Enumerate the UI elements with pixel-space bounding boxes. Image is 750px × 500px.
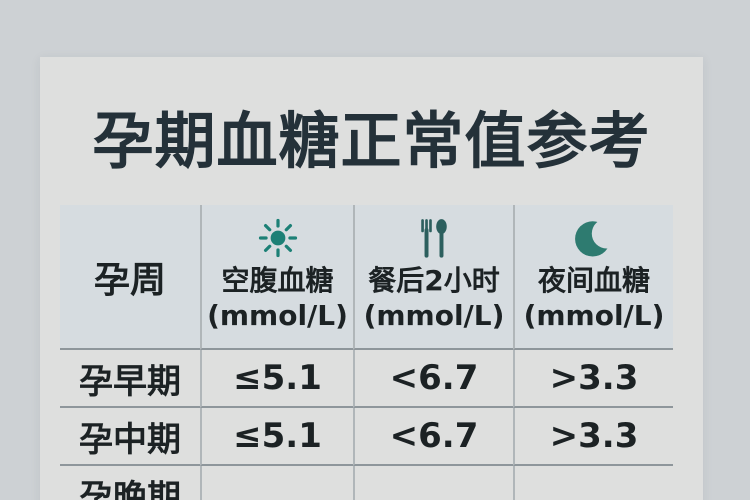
- column-header-postmeal: 餐后2小时 (mmol/L): [353, 205, 513, 350]
- row-label-late: 孕晚期: [60, 466, 200, 500]
- infographic-card: 孕期血糖正常值参考 孕周: [40, 57, 703, 500]
- column-label-postmeal: 餐后2小时: [368, 264, 500, 297]
- row-label-mid: 孕中期: [60, 408, 200, 466]
- column-label-fasting: 空腹血糖: [221, 264, 334, 297]
- row-label-early: 孕早期: [60, 350, 200, 408]
- column-unit-night: (mmol/L): [523, 299, 665, 332]
- cell-mid-fasting: ≤5.1: [200, 408, 353, 466]
- cell-late-night: [513, 466, 673, 500]
- blood-sugar-table: 孕周: [60, 205, 673, 500]
- moon-icon: [572, 213, 616, 263]
- corner-header-label: 孕周: [93, 259, 166, 301]
- cell-late-fasting: [200, 466, 353, 500]
- column-header-night: 夜间血糖 (mmol/L): [513, 205, 673, 350]
- cell-early-fasting: ≤5.1: [200, 350, 353, 408]
- column-header-gestation-week: 孕周: [60, 205, 200, 350]
- cell-early-night: >3.3: [513, 350, 673, 408]
- cell-mid-postmeal: <6.7: [353, 408, 513, 466]
- cell-mid-night: >3.3: [513, 408, 673, 466]
- column-header-fasting: 空腹血糖 (mmol/L): [200, 205, 353, 350]
- cell-early-postmeal: <6.7: [353, 350, 513, 408]
- sun-icon: [255, 213, 301, 263]
- column-label-night: 夜间血糖: [537, 264, 650, 297]
- column-unit-fasting: (mmol/L): [207, 299, 348, 332]
- cell-late-postmeal: [353, 466, 513, 500]
- utensils-icon: [412, 213, 456, 263]
- page-title: 孕期血糖正常值参考: [92, 106, 651, 177]
- column-unit-postmeal: (mmol/L): [363, 299, 505, 332]
